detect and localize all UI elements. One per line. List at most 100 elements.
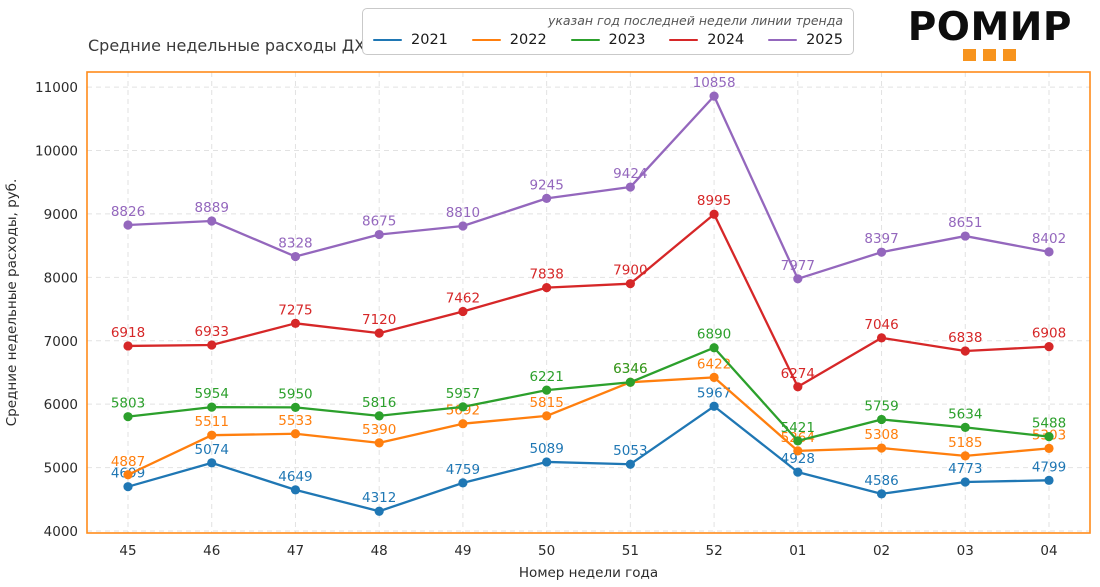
value-label: 6346 xyxy=(613,361,647,377)
legend-entries: 2021 2022 2023 2024 2025 xyxy=(373,32,843,48)
series-2024: 6918 6933 7275 7120 7462 7838 7900 8995 6274 7046… xyxy=(111,193,1066,392)
gridlines xyxy=(87,72,1090,533)
value-label: 9245 xyxy=(529,177,563,193)
value-label: 8675 xyxy=(362,214,396,230)
value-label: 7046 xyxy=(864,317,898,333)
data-point xyxy=(542,411,552,421)
data-point xyxy=(709,209,719,219)
x-tick-label: 02 xyxy=(873,543,890,559)
logo-square-icon xyxy=(983,49,997,61)
value-label: 7275 xyxy=(278,302,312,318)
x-axis-ticks: 45 46 47 48 49 50 51 52 01 02 03 04 xyxy=(119,543,1057,559)
data-point xyxy=(960,346,970,356)
chart-title: Средние недельные расходы ДХ xyxy=(88,36,366,55)
value-label: 5390 xyxy=(362,422,396,438)
y-tick-label: 11000 xyxy=(35,80,78,96)
value-label: 10858 xyxy=(693,75,736,91)
data-point xyxy=(123,220,133,230)
legend-entry-2024: 2024 xyxy=(669,32,744,48)
data-point xyxy=(290,485,301,495)
value-label: 5074 xyxy=(195,442,229,458)
value-label: 5950 xyxy=(278,386,312,402)
legend-swatch-icon xyxy=(471,38,501,42)
value-label: 7977 xyxy=(781,258,815,274)
data-point xyxy=(960,451,970,461)
y-tick-label: 9000 xyxy=(44,207,78,223)
value-label: 5488 xyxy=(1032,416,1066,432)
data-point xyxy=(960,231,970,241)
x-tick-label: 49 xyxy=(454,543,471,559)
y-tick-label: 10000 xyxy=(35,144,78,160)
romir-logo-text: РОМИР xyxy=(907,5,1072,50)
data-point xyxy=(207,458,217,468)
data-point xyxy=(374,506,384,516)
romir-logo: РОМИР xyxy=(908,8,1072,61)
value-label: 4759 xyxy=(446,462,480,478)
y-tick-label: 5000 xyxy=(44,461,78,477)
value-label: 8995 xyxy=(697,193,731,209)
value-label: 5053 xyxy=(613,443,647,459)
data-point xyxy=(709,401,719,411)
data-point xyxy=(793,274,803,284)
data-point xyxy=(1044,432,1054,442)
value-label: 5185 xyxy=(948,435,982,451)
legend-title: указан год последней недели линии тренда xyxy=(547,13,843,28)
x-tick-label: 45 xyxy=(119,543,136,559)
value-label: 4586 xyxy=(864,473,898,489)
y-tick-label: 4000 xyxy=(44,524,78,540)
value-label: 4928 xyxy=(781,451,815,467)
value-label: 8651 xyxy=(948,215,982,231)
y-axis-label: Средние недельные расходы, руб. xyxy=(4,179,20,427)
data-point xyxy=(207,216,217,226)
series-line-2021 xyxy=(127,405,1050,513)
legend-entry-2025: 2025 xyxy=(768,32,843,48)
legend-entry-label: 2025 xyxy=(806,32,843,48)
x-axis-label: Номер недели года xyxy=(519,565,658,581)
x-tick-label: 51 xyxy=(622,543,639,559)
value-label: 8402 xyxy=(1032,231,1066,247)
data-point xyxy=(625,182,635,192)
data-point xyxy=(542,457,552,467)
x-tick-label: 52 xyxy=(705,543,722,559)
data-point xyxy=(458,478,468,488)
value-label: 6890 xyxy=(697,327,731,343)
legend-swatch-icon xyxy=(570,38,600,42)
data-point xyxy=(1044,443,1054,453)
value-label: 5089 xyxy=(529,441,563,457)
value-label: 7838 xyxy=(529,267,563,283)
value-label: 5957 xyxy=(446,386,480,402)
y-axis-ticks: 4000 5000 6000 7000 8000 9000 10000 11000 xyxy=(35,80,78,540)
x-tick-label: 01 xyxy=(789,543,806,559)
value-label: 7120 xyxy=(362,312,396,328)
value-label: 6422 xyxy=(697,356,731,372)
data-point xyxy=(207,402,217,412)
value-label: 4799 xyxy=(1032,459,1066,475)
value-label: 8810 xyxy=(446,205,480,221)
value-label: 8397 xyxy=(864,231,898,247)
legend-entry-2023: 2023 xyxy=(570,32,646,48)
data-point xyxy=(793,467,803,477)
data-point xyxy=(458,221,468,231)
data-point xyxy=(290,318,301,328)
legend-entry-label: 2021 xyxy=(411,32,448,48)
value-label: 4649 xyxy=(278,469,312,485)
value-label: 5511 xyxy=(195,414,229,430)
y-tick-label: 8000 xyxy=(44,270,78,286)
value-label: 6918 xyxy=(111,325,145,341)
series-line-2024 xyxy=(127,213,1050,388)
data-point xyxy=(625,279,635,289)
romir-logo-squares-icon xyxy=(908,49,1072,61)
x-tick-label: 04 xyxy=(1040,543,1057,559)
value-label: 5533 xyxy=(278,413,312,429)
value-label: 7900 xyxy=(613,263,647,279)
series-line-2023 xyxy=(127,346,1050,443)
legend-entry-label: 2022 xyxy=(509,32,547,48)
data-point xyxy=(374,411,384,421)
legend-entry-label: 2023 xyxy=(608,32,646,48)
legend-entry-2022: 2022 xyxy=(471,32,547,48)
data-point xyxy=(960,422,970,432)
y-tick-label: 6000 xyxy=(44,397,78,413)
data-point xyxy=(876,489,887,499)
